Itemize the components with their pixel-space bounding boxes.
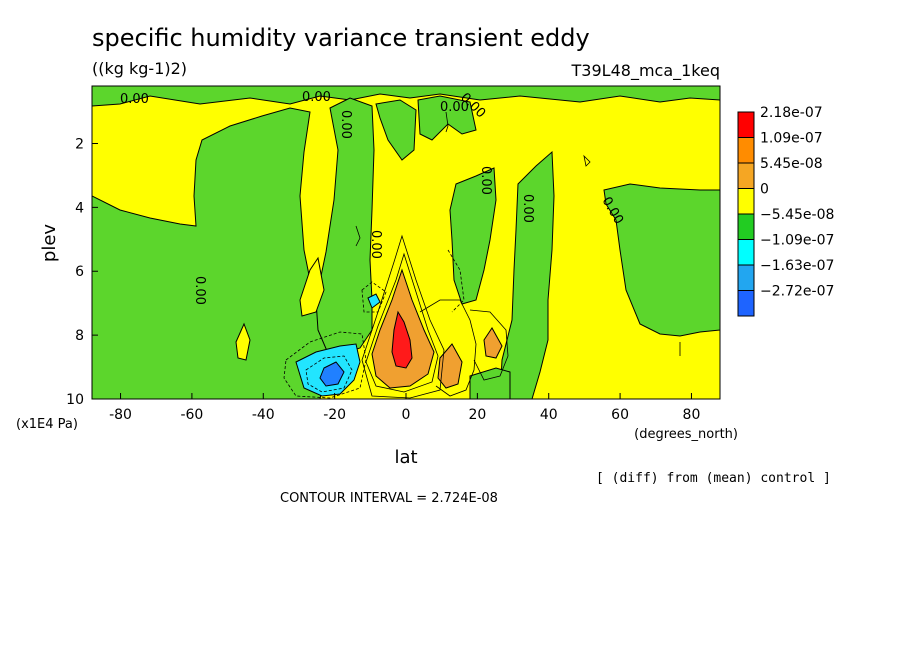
contour-line — [355, 225, 361, 247]
colorbar-swatch — [737, 290, 755, 317]
neg-region-center-north — [375, 99, 417, 161]
chart-title: specific humidity variance transient edd… — [92, 24, 590, 52]
colorbar-label: 2.18e-07 — [760, 105, 823, 121]
contour-label: 0.00 — [302, 90, 331, 105]
contour-line — [469, 309, 509, 381]
contour-label: 0.00 — [368, 230, 383, 259]
neg-region-east — [499, 150, 555, 399]
y-axis: 2 4 6 8 10 — [66, 136, 98, 408]
contour-label: 0.00 — [440, 100, 469, 115]
contour-labels: 0.00 0.00 0.00 0.00 0.00 0.00 0.00 0.00 … — [120, 90, 626, 305]
neg-region-far-east — [603, 183, 720, 337]
colorbar-label: −5.45e-08 — [760, 207, 834, 223]
contour-line — [365, 252, 439, 393]
contour-label: 0.00 — [520, 194, 535, 223]
contour-line — [361, 281, 387, 313]
red-core — [391, 310, 413, 369]
y-tick-label: 2 — [75, 136, 84, 152]
diff-note: [ (diff) from (mean) control ] — [596, 471, 831, 486]
y-tick-label: 10 — [66, 392, 84, 408]
colorbar-label: −1.09e-07 — [760, 233, 834, 249]
x-tick-label: -60 — [180, 407, 203, 423]
chart-units: ((kg kg-1)2) — [92, 59, 187, 78]
x-axis-label: lat — [394, 447, 417, 468]
x-tick-label: -40 — [252, 407, 275, 423]
pos-island-west-2 — [235, 322, 251, 361]
colorbar-swatch — [737, 162, 755, 189]
colorbar-label: −2.72e-07 — [760, 284, 834, 300]
contour-label: 0.00 — [478, 166, 493, 195]
y-tick-label: 4 — [75, 200, 84, 216]
contour-label: 0.00 — [338, 110, 353, 139]
contour-line — [445, 111, 449, 133]
x-tick-label: 0 — [402, 407, 411, 423]
neg-region-top-band — [92, 86, 720, 107]
orange-spot-east-2 — [483, 327, 503, 359]
contour-line — [447, 249, 465, 313]
contour-line — [419, 299, 477, 397]
neg-region-east-tongue — [449, 167, 497, 305]
experiment-label: T39L48_mca_1keq — [571, 61, 720, 81]
colorbar-label: −1.63e-07 — [760, 258, 834, 274]
contour-line — [305, 355, 353, 393]
colorbar-swatch — [737, 264, 755, 291]
contour-line — [283, 331, 367, 399]
x-unit-label: (degrees_north) — [634, 427, 738, 442]
x-tick-label: 20 — [468, 407, 486, 423]
colorbar-swatch — [737, 111, 755, 138]
pos-island-west — [299, 256, 325, 317]
colorbar-label: 1.09e-07 — [760, 131, 823, 147]
x-tick-label: 80 — [683, 407, 701, 423]
colorbar-label: 5.45e-08 — [760, 156, 823, 172]
plot-area: 0.00 0.00 0.00 0.00 0.00 0.00 0.00 0.00 … — [92, 86, 720, 399]
x-axis: -80 -60 -40 -20 0 20 40 60 80 — [109, 393, 700, 423]
colorbar-swatch — [737, 188, 755, 215]
colorbar-swatch — [737, 213, 755, 240]
neg-region-mid-west — [315, 97, 375, 359]
x-tick-label: -80 — [109, 407, 132, 423]
contour-interval: CONTOUR INTERVAL = 2.724E-08 — [280, 491, 498, 506]
y-tick-label: 6 — [75, 264, 84, 280]
colorbar-legend: 2.18e-07 1.09e-07 5.45e-08 0 −5.45e-08 −1.09e… — [737, 105, 834, 317]
contour-label: 0.00 — [192, 276, 207, 305]
x-tick-label: 60 — [611, 407, 629, 423]
blue-regions — [295, 293, 381, 397]
x-tick-label: -20 — [323, 407, 346, 423]
contour-line — [583, 154, 591, 167]
y-unit-label: (x1E4 Pa) — [16, 417, 78, 432]
contour-label: 0.00 — [120, 92, 149, 107]
x-tick-label: 40 — [540, 407, 558, 423]
colorbar-swatch — [737, 137, 755, 164]
contour-lines — [283, 111, 681, 399]
contour-line — [361, 234, 445, 399]
positive-islands — [235, 256, 325, 361]
cyan-spot — [367, 293, 381, 309]
colorbar-swatch — [737, 239, 755, 266]
y-tick-label: 8 — [75, 328, 84, 344]
colorbar-label: 0 — [760, 182, 769, 198]
y-axis-label: plev — [39, 224, 60, 263]
orange-spot-east — [437, 343, 463, 389]
blue-core — [319, 361, 345, 387]
